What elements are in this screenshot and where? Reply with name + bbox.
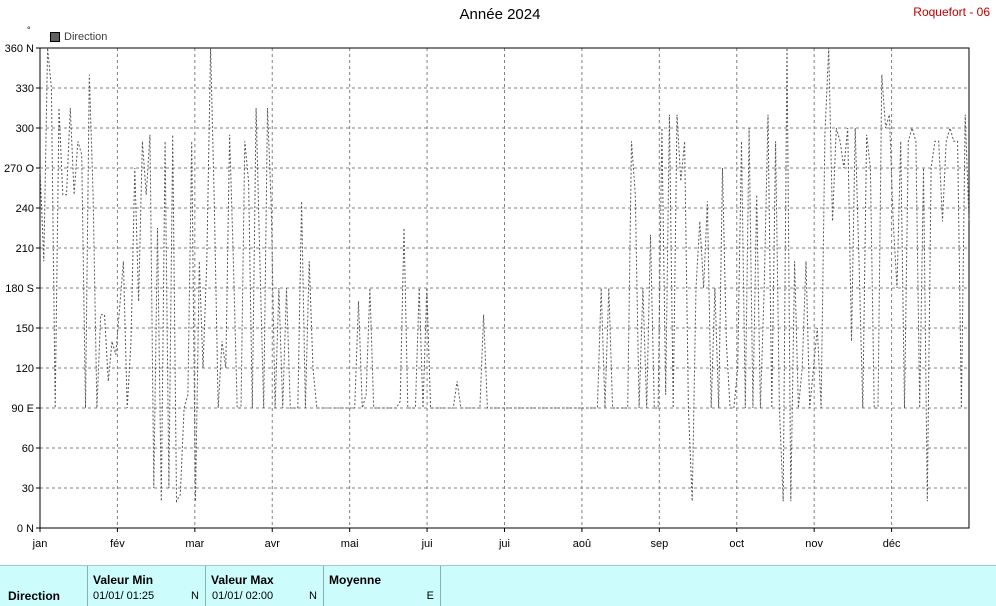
- grid: [40, 48, 969, 528]
- summary-mean-header: Moyenne: [329, 573, 382, 587]
- x-tick-label: jan: [32, 538, 48, 550]
- y-tick-label: 360 N: [5, 43, 34, 55]
- x-tick-label: jui: [498, 538, 510, 550]
- summary-min-dir: N: [191, 590, 199, 602]
- legend-label: Direction: [64, 31, 108, 43]
- x-tick-label: mar: [185, 538, 204, 550]
- summary-min-header: Valeur Min: [93, 573, 154, 587]
- summary-min-value: 01/01/ 01:25: [93, 590, 155, 602]
- x-tick-label: avr: [265, 538, 281, 550]
- summary-mean-cell: Moyenne E: [324, 566, 441, 606]
- y-axis: 0 N 30 60 90 E 120 150 180 S 210 240 270 O 300 330 3…: [4, 43, 40, 535]
- legend-swatch: [50, 32, 60, 42]
- x-tick-label: aoû: [573, 538, 591, 550]
- y-tick-label: 300: [16, 123, 34, 135]
- y-tick-label: 90 E: [11, 403, 34, 415]
- y-tick-label: 0 N: [17, 523, 34, 535]
- summary-param-label: Direction: [8, 589, 61, 603]
- x-tick-label: jui: [421, 538, 433, 550]
- y-tick-label: 150: [16, 323, 34, 335]
- summary-param-cell: Direction: [0, 566, 88, 606]
- y-tick-label: 270 O: [4, 163, 34, 175]
- y-tick-label: 30: [22, 483, 34, 495]
- chart-title: Année 2024: [459, 6, 541, 23]
- y-tick-label: 210: [16, 243, 34, 255]
- y-tick-label: 180 S: [5, 283, 34, 295]
- summary-max-dir: N: [309, 590, 317, 602]
- x-tick-label: oct: [729, 538, 744, 550]
- y-tick-label: 120: [16, 363, 34, 375]
- unit-symbol: °: [27, 25, 31, 35]
- summary-mean-dir: E: [426, 590, 434, 602]
- x-tick-label: fév: [110, 538, 125, 550]
- summary-bar: Direction Valeur Min 01/01/ 01:25 N Vale…: [0, 565, 996, 606]
- x-tick-label: sep: [650, 538, 668, 550]
- summary-max-cell: Valeur Max 01/01/ 02:00 N: [206, 566, 324, 606]
- summary-max-header: Valeur Max: [211, 573, 274, 587]
- station-name: Roquefort - 06: [913, 5, 990, 19]
- legend: Direction: [50, 31, 107, 43]
- y-tick-label: 330: [16, 83, 34, 95]
- x-tick-label: déc: [883, 538, 901, 550]
- summary-min-cell: Valeur Min 01/01/ 01:25 N: [88, 566, 206, 606]
- y-tick-label: 240: [16, 203, 34, 215]
- x-axis: jan fév mar avr mai jui jui aoû sep oct nov déc: [32, 528, 901, 550]
- x-tick-label: mai: [341, 538, 359, 550]
- y-tick-label: 60: [22, 443, 34, 455]
- x-tick-label: nov: [805, 538, 823, 550]
- direction-chart: ° 0 N 30 60 90 E 120 150 180 S 210 240 270 O 300 33…: [4, 25, 970, 550]
- summary-max-value: 01/01/ 02:00: [212, 590, 274, 602]
